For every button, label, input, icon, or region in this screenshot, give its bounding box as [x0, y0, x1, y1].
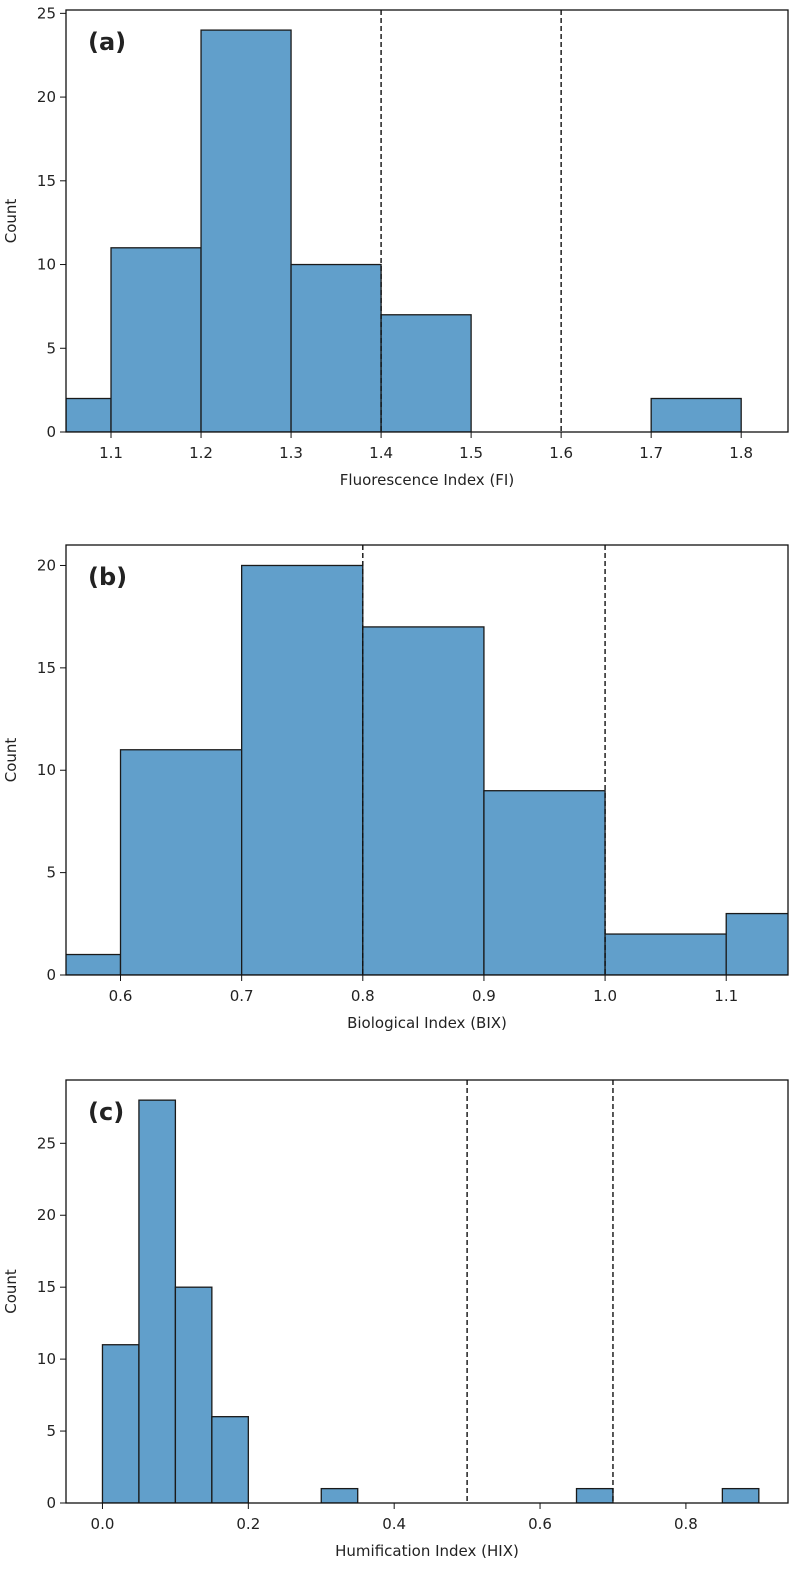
histogram-bar: [174, 1286, 213, 1503]
x-tick-label: 0.4: [382, 1515, 406, 1533]
y-axis-label: Count: [2, 199, 20, 244]
x-tick-label: 0.0: [91, 1515, 115, 1533]
y-tick-label: 10: [37, 256, 56, 274]
y-tick-label: 25: [37, 4, 56, 22]
histogram-bar: [725, 912, 788, 975]
x-tick-label: 0.9: [472, 987, 496, 1005]
histogram-bar: [721, 1487, 760, 1503]
x-tick-label: 1.1: [714, 987, 738, 1005]
histogram-bar: [380, 314, 472, 432]
y-tick-label: 0: [46, 1494, 56, 1512]
y-tick-label: 20: [37, 1206, 56, 1224]
panel-c: 0.0 0.2 0.4 0.6 0.8 0 5 10 15 20 25 Humification In…: [2, 1079, 789, 1560]
y-tick-label: 10: [37, 761, 56, 779]
histogram-bar: [575, 1487, 614, 1503]
histogram-bar: [110, 247, 202, 432]
y-tick-label: 15: [37, 172, 56, 190]
plot-area: [101, 1080, 760, 1503]
x-tick-label: 1.8: [729, 444, 753, 462]
y-tick-label: 25: [37, 1134, 56, 1152]
histogram-bar: [362, 626, 485, 975]
y-tick-label: 15: [37, 659, 56, 677]
y-axis-label: Count: [2, 1269, 20, 1314]
x-tick-label: 1.5: [459, 444, 483, 462]
x-tick-label: 1.6: [549, 444, 573, 462]
x-tick-label: 1.7: [639, 444, 663, 462]
x-tick-label: 0.8: [674, 1515, 698, 1533]
x-tick-label: 1.0: [593, 987, 617, 1005]
histogram-bar: [101, 1344, 140, 1503]
x-tick-label: 1.2: [189, 444, 213, 462]
plot-area: [66, 10, 742, 432]
y-axis-label: Count: [2, 738, 20, 783]
y-tick-label: 0: [46, 966, 56, 984]
y-tick-label: 5: [46, 1422, 56, 1440]
y-tick-label: 10: [37, 1350, 56, 1368]
plot-area: [66, 545, 788, 975]
axes-frame: [65, 544, 789, 976]
panel-b: 0.6 0.7 0.8 0.9 1.0 1.1 0 5 10 15 20 Biological Ind…: [2, 544, 789, 1032]
histogram-bar: [290, 263, 382, 432]
panel-a: 1.1 1.2 1.3 1.4 1.5 1.6 1.7 1.8 0 5 10 15 20 25 Fluore…: [2, 4, 789, 489]
x-axis-label: Humification Index (HIX): [335, 1542, 519, 1560]
y-tick-label: 5: [46, 339, 56, 357]
histogram-bar: [604, 933, 727, 975]
y-tick-label: 20: [37, 556, 56, 574]
x-axis-label: Biological Index (BIX): [347, 1014, 507, 1032]
y-tick-label: 15: [37, 1278, 56, 1296]
y-tick-label: 0: [46, 423, 56, 441]
histogram-bar: [211, 1416, 249, 1503]
panel-label: (a): [88, 28, 126, 56]
histogram-bar: [138, 1099, 177, 1503]
x-tick-label: 0.6: [528, 1515, 552, 1533]
histogram-bar: [320, 1487, 359, 1503]
panel-label: (c): [88, 1098, 124, 1126]
histogram-bar: [119, 749, 243, 975]
x-axis-label: Fluorescence Index (FI): [340, 471, 514, 489]
x-tick-label: 0.7: [230, 987, 254, 1005]
histogram-bar: [200, 29, 292, 432]
y-tick-label: 5: [46, 864, 56, 882]
panel-label: (b): [88, 563, 127, 591]
y-tick-label: 20: [37, 88, 56, 106]
x-tick-label: 0.8: [351, 987, 375, 1005]
histogram-bar: [483, 790, 606, 975]
histogram-bar: [650, 397, 742, 432]
x-tick-label: 1.1: [99, 444, 123, 462]
x-tick-label: 0.2: [236, 1515, 260, 1533]
axes-frame: [65, 1079, 789, 1504]
x-tick-label: 1.4: [369, 444, 393, 462]
x-tick-label: 1.3: [279, 444, 303, 462]
histogram-bar: [241, 564, 364, 975]
axes-frame: [65, 9, 789, 433]
histogram-bar: [66, 953, 122, 975]
histogram-bar: [66, 397, 112, 432]
x-tick-label: 0.6: [109, 987, 133, 1005]
